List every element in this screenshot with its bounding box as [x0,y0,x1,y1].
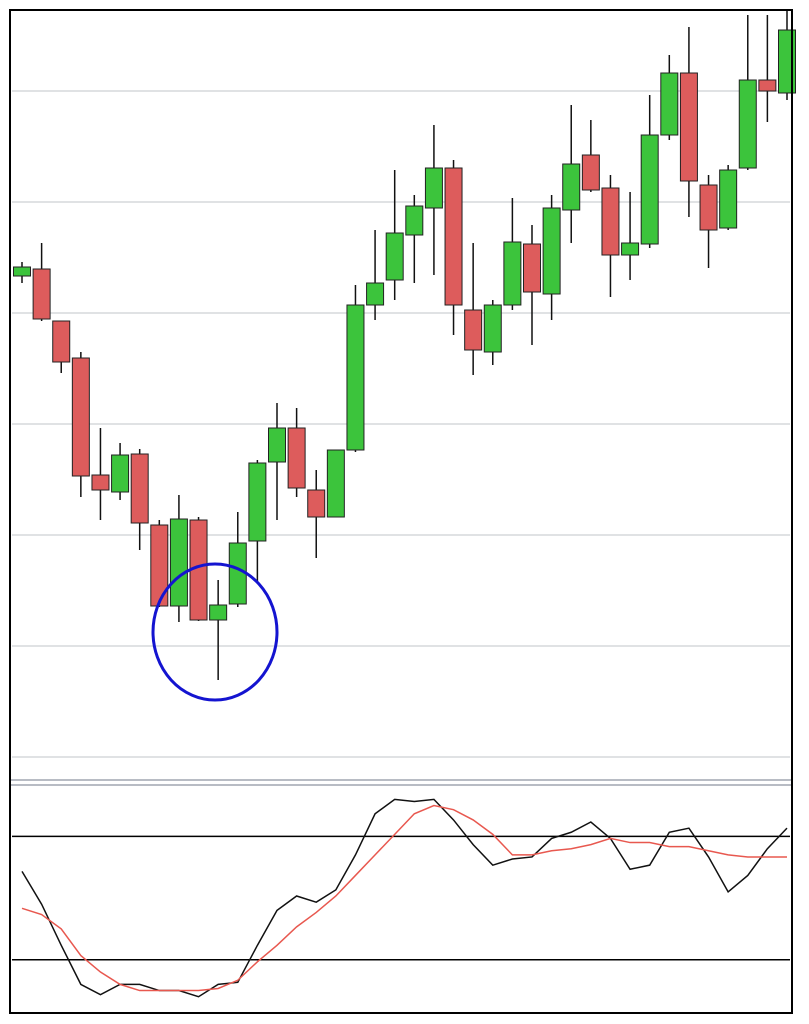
candle-body [385,232,404,281]
candle-body [699,184,718,231]
candle-body [111,454,130,493]
candle-body [523,243,541,293]
frame [9,9,793,1014]
candle-body [326,449,345,518]
candle-body [483,304,502,353]
candle-body [169,518,188,607]
candle-body [91,474,110,491]
candle-body [307,489,326,518]
candle-body [71,357,90,477]
candle-body [287,427,306,489]
oscillator-panel [12,798,790,998]
candle-body [366,282,385,306]
candle-body [621,242,640,256]
candle-body [248,462,267,542]
candle-body [130,453,149,524]
candle-body [13,266,31,277]
candle-body [562,163,581,211]
candle-body [542,207,561,295]
candle-body [464,309,483,351]
candle-body [503,241,522,306]
candle-body [581,154,600,191]
candle-body [679,72,698,182]
candle-body [405,205,424,236]
price-panel [12,10,796,758]
candle-body [719,169,738,229]
candle-body [32,268,51,320]
candle-body [660,72,679,136]
candle-body [738,79,757,169]
candle-body [150,524,169,607]
candle-body [601,187,620,256]
candle-body [52,320,71,363]
candle-body [228,542,247,605]
oscillator-line [21,798,788,998]
highlight-circle [151,562,279,702]
candle-body [268,427,286,463]
candle-body [346,304,365,451]
candle-body [424,167,443,209]
candle-body [758,79,777,92]
candle-body [444,167,463,306]
oscillator-line [21,804,787,992]
candle-body [209,604,228,621]
candle-body [640,134,659,245]
